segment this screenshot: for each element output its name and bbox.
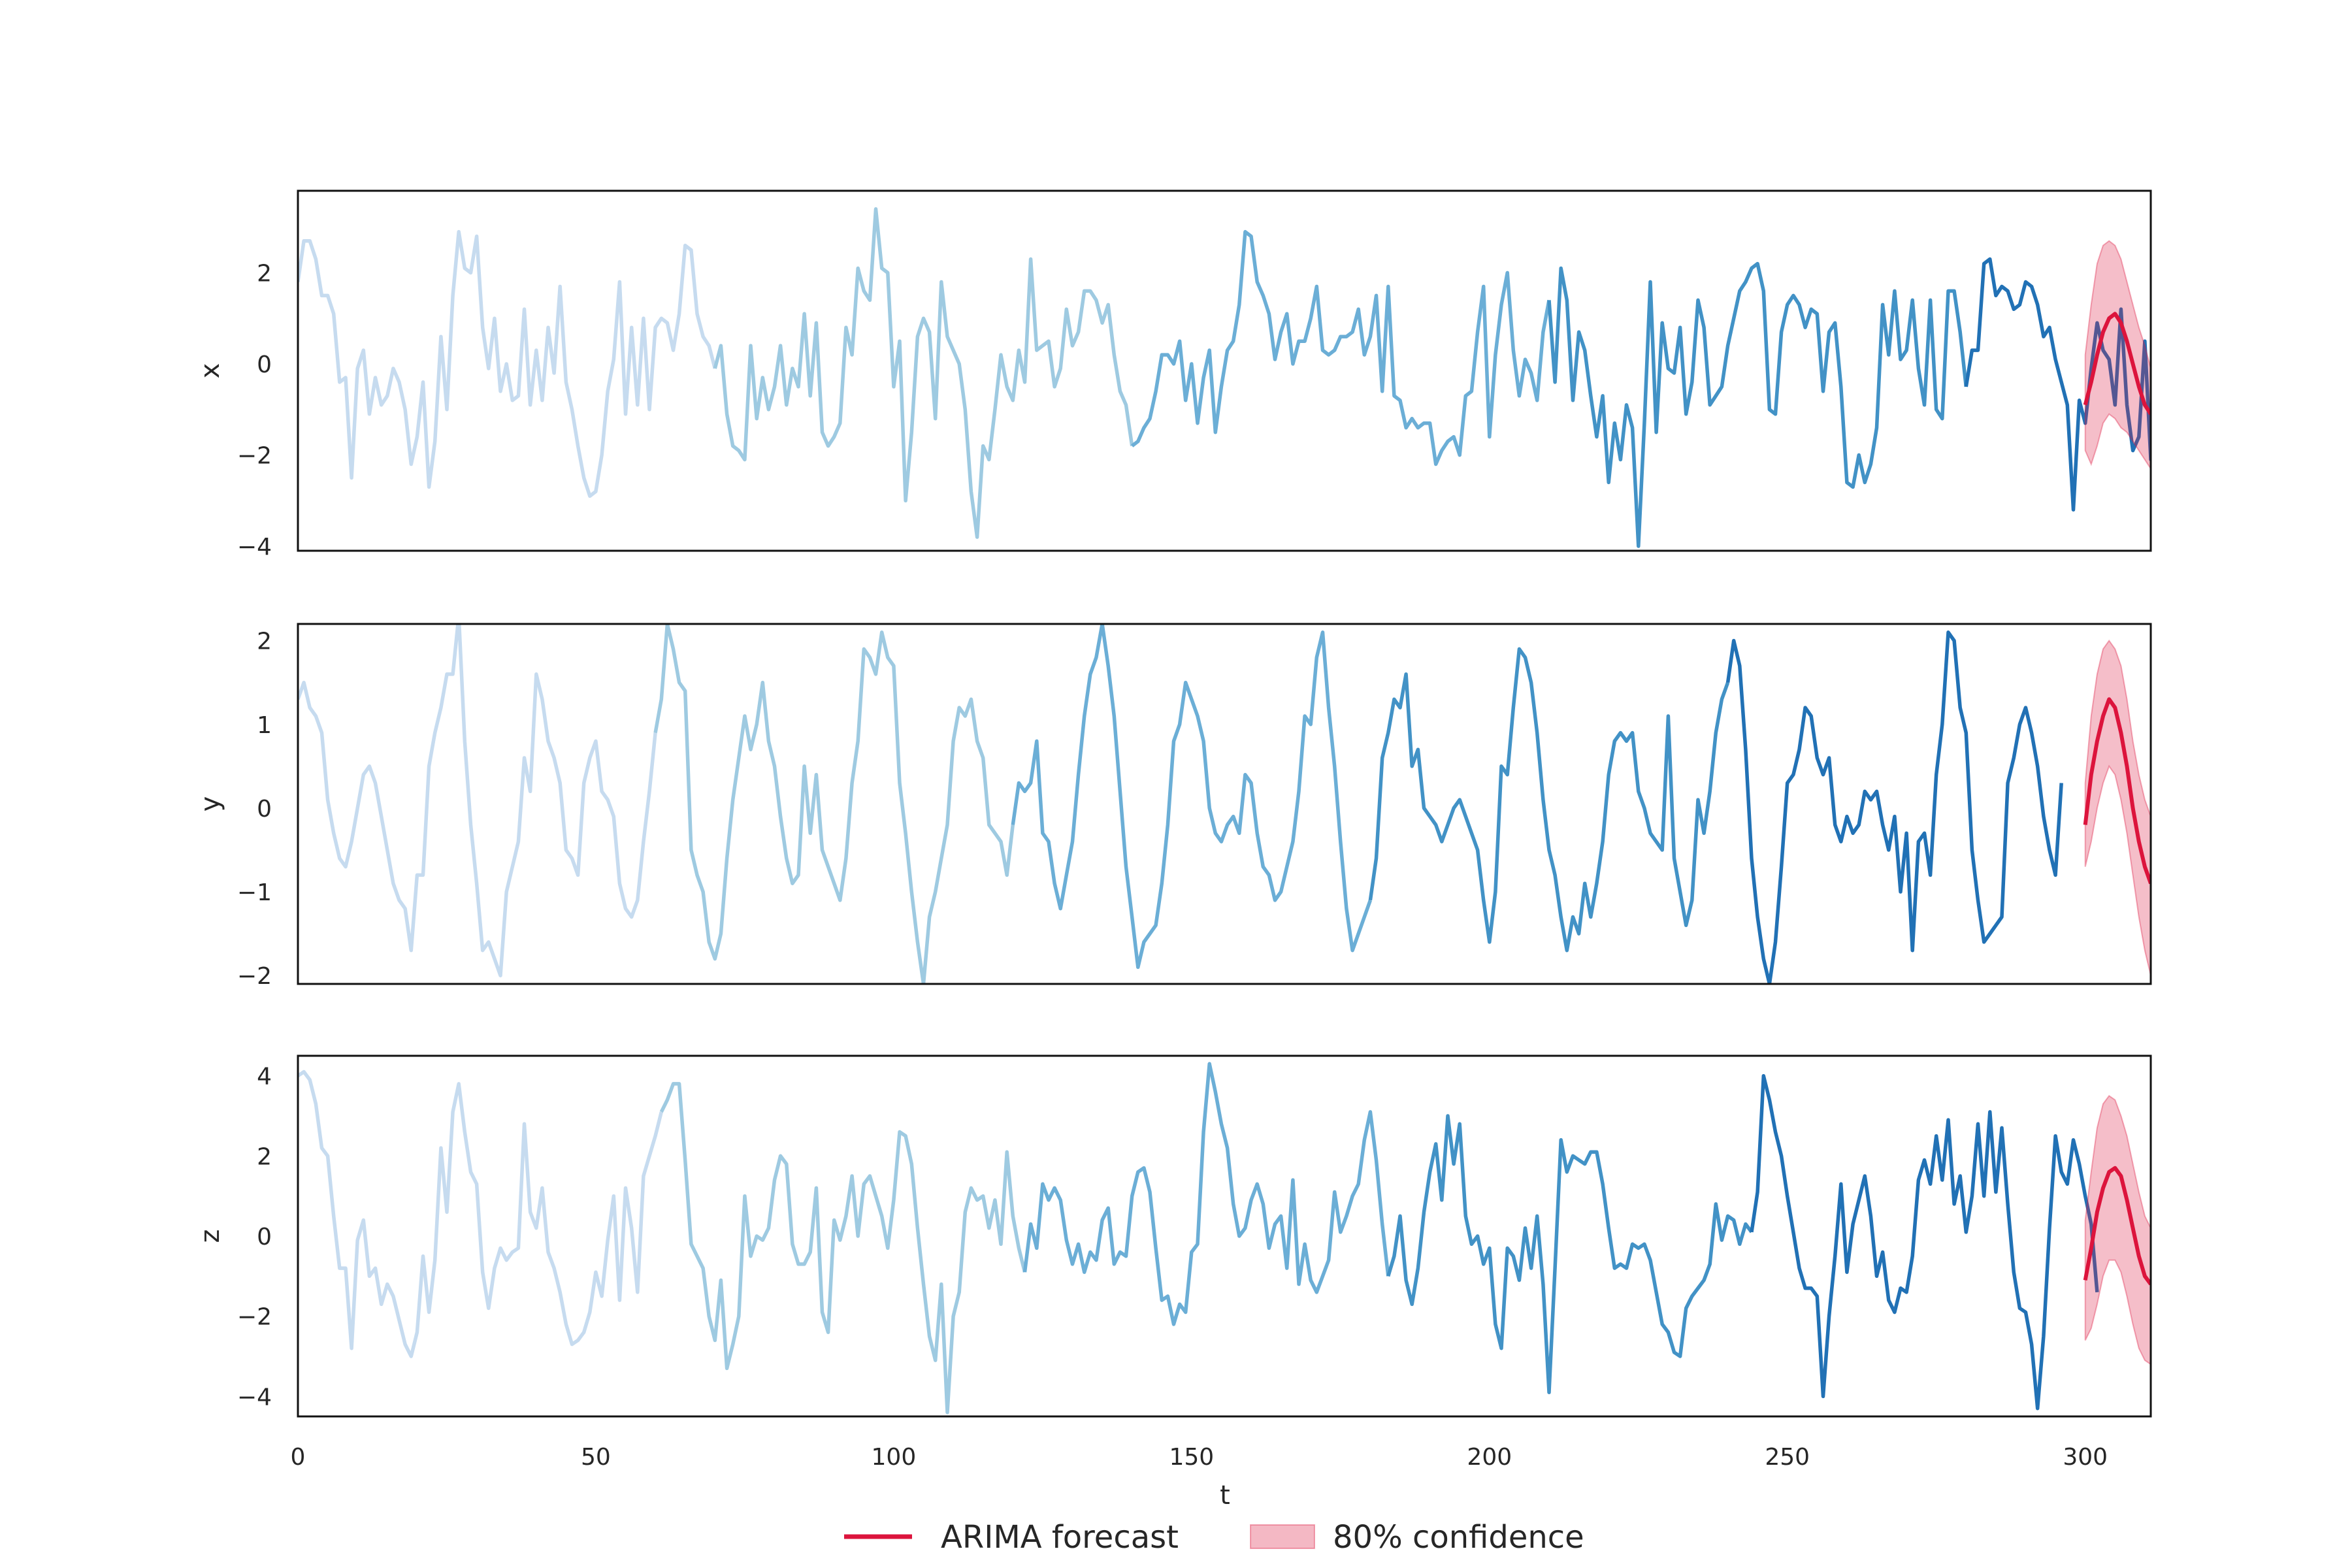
history-line-z-seg-0 bbox=[298, 1070, 663, 1358]
y-axis-label-x: x bbox=[195, 363, 225, 379]
confidence-band-x bbox=[2084, 240, 2151, 470]
legend-forecast-label: ARIMA forecast bbox=[941, 1519, 1179, 1556]
x-tick-label: 100 bbox=[872, 1444, 917, 1471]
history-line-y-seg-2 bbox=[1011, 624, 1372, 970]
y-tick-label-y: −2 bbox=[237, 963, 272, 990]
x-axis-label: t bbox=[1220, 1480, 1230, 1511]
y-tick-label-z: 2 bbox=[257, 1143, 272, 1170]
y-tick-label-y: −1 bbox=[237, 879, 272, 906]
plot-area-y bbox=[298, 624, 2151, 984]
panel-z: −4 −2 0 2 4 z bbox=[195, 1054, 2152, 1418]
history-line-y-seg-4 bbox=[1725, 630, 2063, 984]
y-axis-label-z: z bbox=[195, 1230, 225, 1243]
history-line-y-seg-1 bbox=[653, 624, 1015, 984]
history-line-x-seg-4 bbox=[1964, 257, 2151, 512]
panel-x: −4 −2 0 2 x bbox=[195, 189, 2152, 561]
plot-area-x bbox=[298, 207, 2151, 548]
legend-confidence-swatch bbox=[1250, 1524, 1315, 1549]
history-line-z-seg-1 bbox=[659, 1082, 1027, 1414]
y-tick-label-y: 1 bbox=[257, 712, 272, 739]
x-axis: 0 50 100 150 200 250 300 bbox=[291, 1444, 2108, 1471]
legend-confidence-label: 80% confidence bbox=[1333, 1519, 1584, 1556]
y-axis-label-y: y bbox=[195, 796, 225, 812]
x-tick-label: 0 bbox=[291, 1444, 306, 1471]
forecast-line-y bbox=[2083, 697, 2151, 885]
x-tick-label: 250 bbox=[1765, 1444, 1810, 1471]
y-tick-label-z: −4 bbox=[237, 1384, 272, 1411]
history-line-z-seg-3 bbox=[1386, 1114, 1754, 1394]
history-line-y-seg-3 bbox=[1368, 647, 1730, 953]
y-tick-label-x: 0 bbox=[257, 351, 272, 378]
y-tick-label-x: −2 bbox=[237, 443, 272, 470]
forecast-line-z bbox=[2083, 1166, 2151, 1286]
forecast-line-x bbox=[2083, 312, 2151, 416]
panel-frame-y bbox=[297, 623, 2152, 985]
history-line-x-seg-1 bbox=[713, 207, 1134, 539]
y-tick-label-z: −2 bbox=[237, 1304, 272, 1331]
panel-frame-z bbox=[297, 1054, 2152, 1418]
history-line-x-seg-0 bbox=[298, 230, 717, 498]
confidence-band-y bbox=[2084, 639, 2151, 976]
panel-frame-x bbox=[297, 189, 2152, 552]
x-tick-label: 300 bbox=[2063, 1444, 2108, 1471]
history-line-y-seg-0 bbox=[298, 624, 657, 977]
confidence-band-z bbox=[2084, 1094, 2151, 1365]
y-tick-label-y: 0 bbox=[257, 796, 272, 823]
x-tick-label: 200 bbox=[1467, 1444, 1512, 1471]
y-tick-label-x: −4 bbox=[237, 534, 272, 561]
y-tick-label-x: 2 bbox=[257, 261, 272, 287]
legend: ARIMA forecast 80% confidence bbox=[844, 1519, 1584, 1556]
y-tick-label-z: 0 bbox=[257, 1224, 272, 1250]
panel-y: −2 −1 0 1 2 y bbox=[195, 623, 2152, 990]
history-line-z-seg-2 bbox=[1022, 1062, 1390, 1326]
x-tick-label: 150 bbox=[1169, 1444, 1214, 1471]
history-line-x-seg-2 bbox=[1131, 230, 1551, 466]
x-tick-label: 50 bbox=[581, 1444, 611, 1471]
history-line-z-seg-4 bbox=[1750, 1073, 2099, 1411]
y-tick-label-y: 2 bbox=[257, 629, 272, 655]
history-line-x-seg-3 bbox=[1547, 261, 1968, 548]
y-tick-label-z: 4 bbox=[257, 1064, 272, 1090]
plot-area-z bbox=[298, 1062, 2151, 1414]
panels: −4 −2 0 2 x −2 −1 0 1 2 y −4 −2 0 2 4 z bbox=[195, 189, 2152, 1418]
